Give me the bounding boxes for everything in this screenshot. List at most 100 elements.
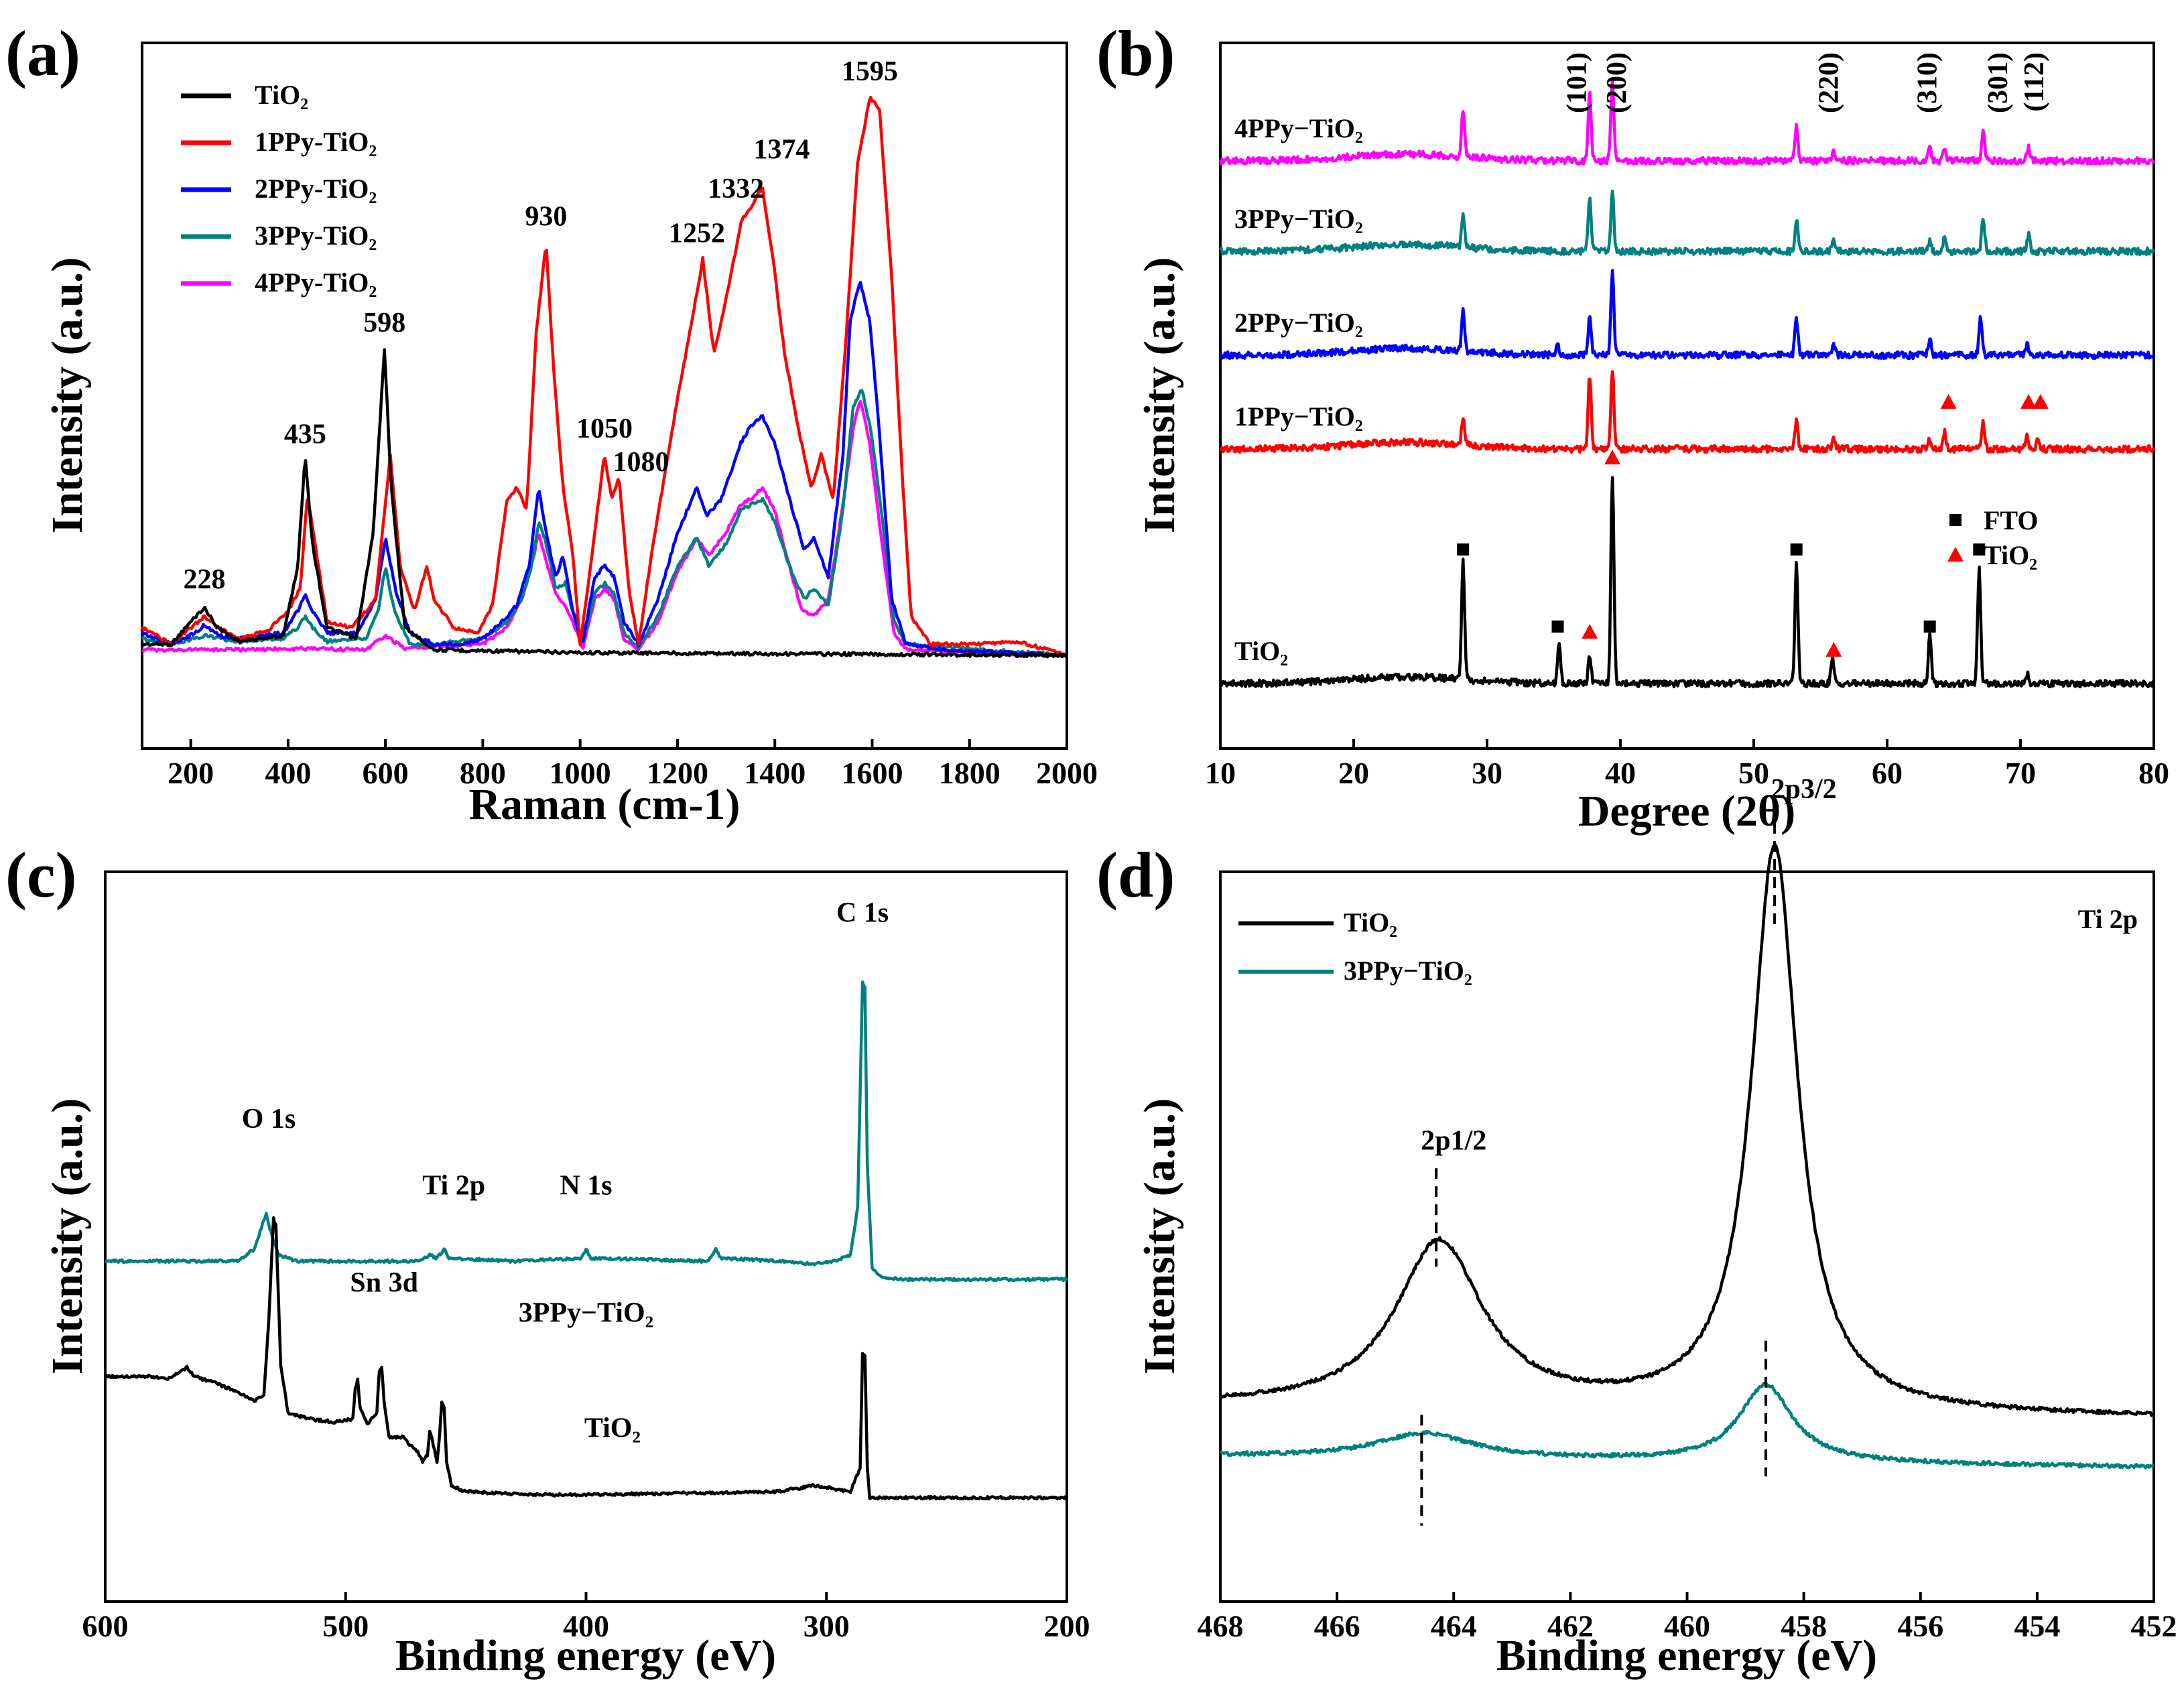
peak-label: Sn 3d bbox=[350, 1267, 418, 1298]
x-tick-label: 460 bbox=[1664, 1609, 1710, 1643]
series-label: 1PPy−TiO₂ bbox=[1234, 401, 1363, 432]
peak-label: Ti 2p bbox=[422, 1171, 485, 1202]
fto-marker bbox=[1551, 621, 1564, 633]
legend-label: 1PPy-TiO₂ bbox=[255, 127, 377, 157]
panel-letter-d: (d) bbox=[1096, 839, 1175, 911]
x-tick-label: 1600 bbox=[841, 756, 903, 790]
peak-label: 1332 bbox=[708, 174, 764, 204]
peak-label: 435 bbox=[284, 419, 326, 450]
peak-label: 930 bbox=[525, 202, 567, 233]
crystal-plane-label: (220) bbox=[1813, 52, 1844, 113]
panel-letter-c: (c) bbox=[5, 839, 77, 911]
panel-c: (c) 600 500 400 300 200 C 1s O 1s Ti 2p N 1s 3PPy… bbox=[5, 839, 1090, 1680]
panel-letter-a: (a) bbox=[5, 17, 80, 89]
legend-label: TiO₂ bbox=[1344, 907, 1397, 937]
x-tick-label: 200 bbox=[168, 756, 214, 790]
x-tick-label: 30 bbox=[1472, 756, 1502, 790]
y-axis-title-a: Intensity (a.u.) bbox=[43, 257, 92, 534]
legend-label: 3PPy−TiO₂ bbox=[1344, 956, 1472, 986]
series-label: 4PPy−TiO₂ bbox=[1234, 113, 1363, 143]
peak-label: 1374 bbox=[753, 135, 810, 166]
x-tick-label: 800 bbox=[460, 756, 506, 790]
peak-label: 1080 bbox=[613, 447, 669, 478]
peak-label: 2p3/2 bbox=[1771, 774, 1837, 805]
x-axis-title-b: Degree (2θ) bbox=[1578, 787, 1796, 836]
x-tick-label: 10 bbox=[1205, 756, 1236, 790]
series-line-1ppy-tio2 bbox=[1220, 370, 2156, 454]
panel-letter-b: (b) bbox=[1096, 17, 1175, 89]
x-tick-label: 70 bbox=[2005, 756, 2036, 790]
corner-label: Ti 2p bbox=[2078, 904, 2138, 934]
x-axis-title-c: Binding energy (eV) bbox=[395, 1631, 776, 1680]
legend-fto-label: FTO bbox=[1984, 505, 2039, 535]
panel-a: (a) 200 400 600 800 1000 1200 1400 1600 1800 2000… bbox=[5, 17, 1098, 829]
peak-label: 1595 bbox=[842, 56, 898, 87]
fto-marker bbox=[1973, 543, 1986, 556]
series-line-tio2 bbox=[1218, 844, 2155, 1417]
x-tick-label: 1800 bbox=[939, 756, 1001, 790]
tio2-marker bbox=[1582, 624, 1598, 639]
plot-area-a: 200 400 600 800 1000 1200 1400 1600 1800 2000 228 4… bbox=[140, 56, 1098, 790]
legend-label: 3PPy-TiO₂ bbox=[255, 220, 377, 251]
series-line-3ppy-tio2 bbox=[1219, 1381, 2155, 1470]
x-axis-title-d: Binding energy (eV) bbox=[1496, 1631, 1877, 1680]
x-tick-label: 456 bbox=[1897, 1609, 1943, 1643]
tio2-marker bbox=[2020, 394, 2037, 409]
legend-fto-marker bbox=[1949, 514, 1962, 526]
x-tick-label: 80 bbox=[2138, 756, 2169, 790]
peak-label: C 1s bbox=[836, 897, 889, 928]
x-tick-label: 400 bbox=[265, 756, 311, 790]
peak-label: 1050 bbox=[576, 413, 633, 444]
x-tick-label: 464 bbox=[1431, 1609, 1477, 1643]
y-axis-title-d: Intensity (a.u.) bbox=[1135, 1098, 1184, 1375]
plot-area-c: 600 500 400 300 200 C 1s O 1s Ti 2p N 1s 3PPy−TiO… bbox=[82, 897, 1090, 1643]
peak-label: O 1s bbox=[242, 1104, 296, 1135]
x-tick-label: 400 bbox=[563, 1609, 609, 1643]
x-tick-label: 50 bbox=[1738, 756, 1769, 790]
x-tick-label: 300 bbox=[804, 1609, 850, 1643]
crystal-plane-label: (200) bbox=[1602, 52, 1632, 113]
series-line-4ppy-tio2 bbox=[141, 399, 1068, 659]
x-tick-label: 462 bbox=[1547, 1609, 1594, 1643]
x-tick-label: 600 bbox=[363, 756, 409, 790]
tio2-marker bbox=[1825, 642, 1842, 657]
crystal-plane-label: (112) bbox=[2019, 52, 2050, 112]
plot-frame-b bbox=[1219, 42, 2155, 750]
x-tick-label: 466 bbox=[1314, 1609, 1360, 1643]
peak-label: N 1s bbox=[560, 1171, 612, 1202]
peak-label: 3PPy−TiO₂ bbox=[519, 1298, 653, 1329]
x-tick-label: 454 bbox=[2014, 1609, 2060, 1643]
legend-label: 4PPy-TiO₂ bbox=[255, 267, 377, 298]
x-tick-label: 468 bbox=[1198, 1609, 1244, 1643]
series-line-2ppy-tio2 bbox=[1218, 269, 2155, 361]
y-axis-title-b: Intensity (a.u.) bbox=[1135, 257, 1184, 534]
fto-marker bbox=[1923, 621, 1936, 633]
plot-frame-a bbox=[141, 42, 1068, 750]
x-tick-label: 500 bbox=[322, 1609, 369, 1643]
peak-label: 598 bbox=[363, 308, 405, 338]
series-label: TiO₂ bbox=[1234, 636, 1288, 666]
x-tick-label: 40 bbox=[1605, 756, 1636, 790]
x-tick-label: 1000 bbox=[550, 756, 611, 790]
x-tick-label: 2000 bbox=[1036, 756, 1098, 790]
x-tick-label: 60 bbox=[1872, 756, 1903, 790]
series-label: 3PPy−TiO₂ bbox=[1234, 204, 1363, 234]
fto-marker bbox=[1457, 543, 1470, 556]
series-line-3ppy-tio2 bbox=[104, 980, 1068, 1283]
series-line-tio2 bbox=[141, 348, 1068, 659]
plot-area-d: 468 466 464 462 460 458 456 454 452 2p3/2 2p1/2 TiO… bbox=[1198, 774, 2177, 1643]
legend-label: 2PPy-TiO₂ bbox=[255, 174, 377, 204]
x-tick-label: 1400 bbox=[744, 756, 806, 790]
peak-label: TiO₂ bbox=[584, 1413, 641, 1444]
series-line-2ppy-tio2 bbox=[141, 281, 1067, 658]
x-tick-label: 458 bbox=[1781, 1609, 1827, 1643]
x-axis-title-a: Raman (cm-1) bbox=[468, 780, 740, 829]
tio2-marker bbox=[2032, 394, 2049, 409]
legend-tio2-label: TiO₂ bbox=[1984, 540, 2037, 570]
x-tick-label: 20 bbox=[1338, 756, 1369, 790]
legend-label: TiO₂ bbox=[255, 80, 308, 110]
tio2-marker bbox=[1940, 394, 1957, 409]
peak-label: 2p1/2 bbox=[1421, 1126, 1486, 1157]
peak-label: 228 bbox=[183, 564, 225, 595]
